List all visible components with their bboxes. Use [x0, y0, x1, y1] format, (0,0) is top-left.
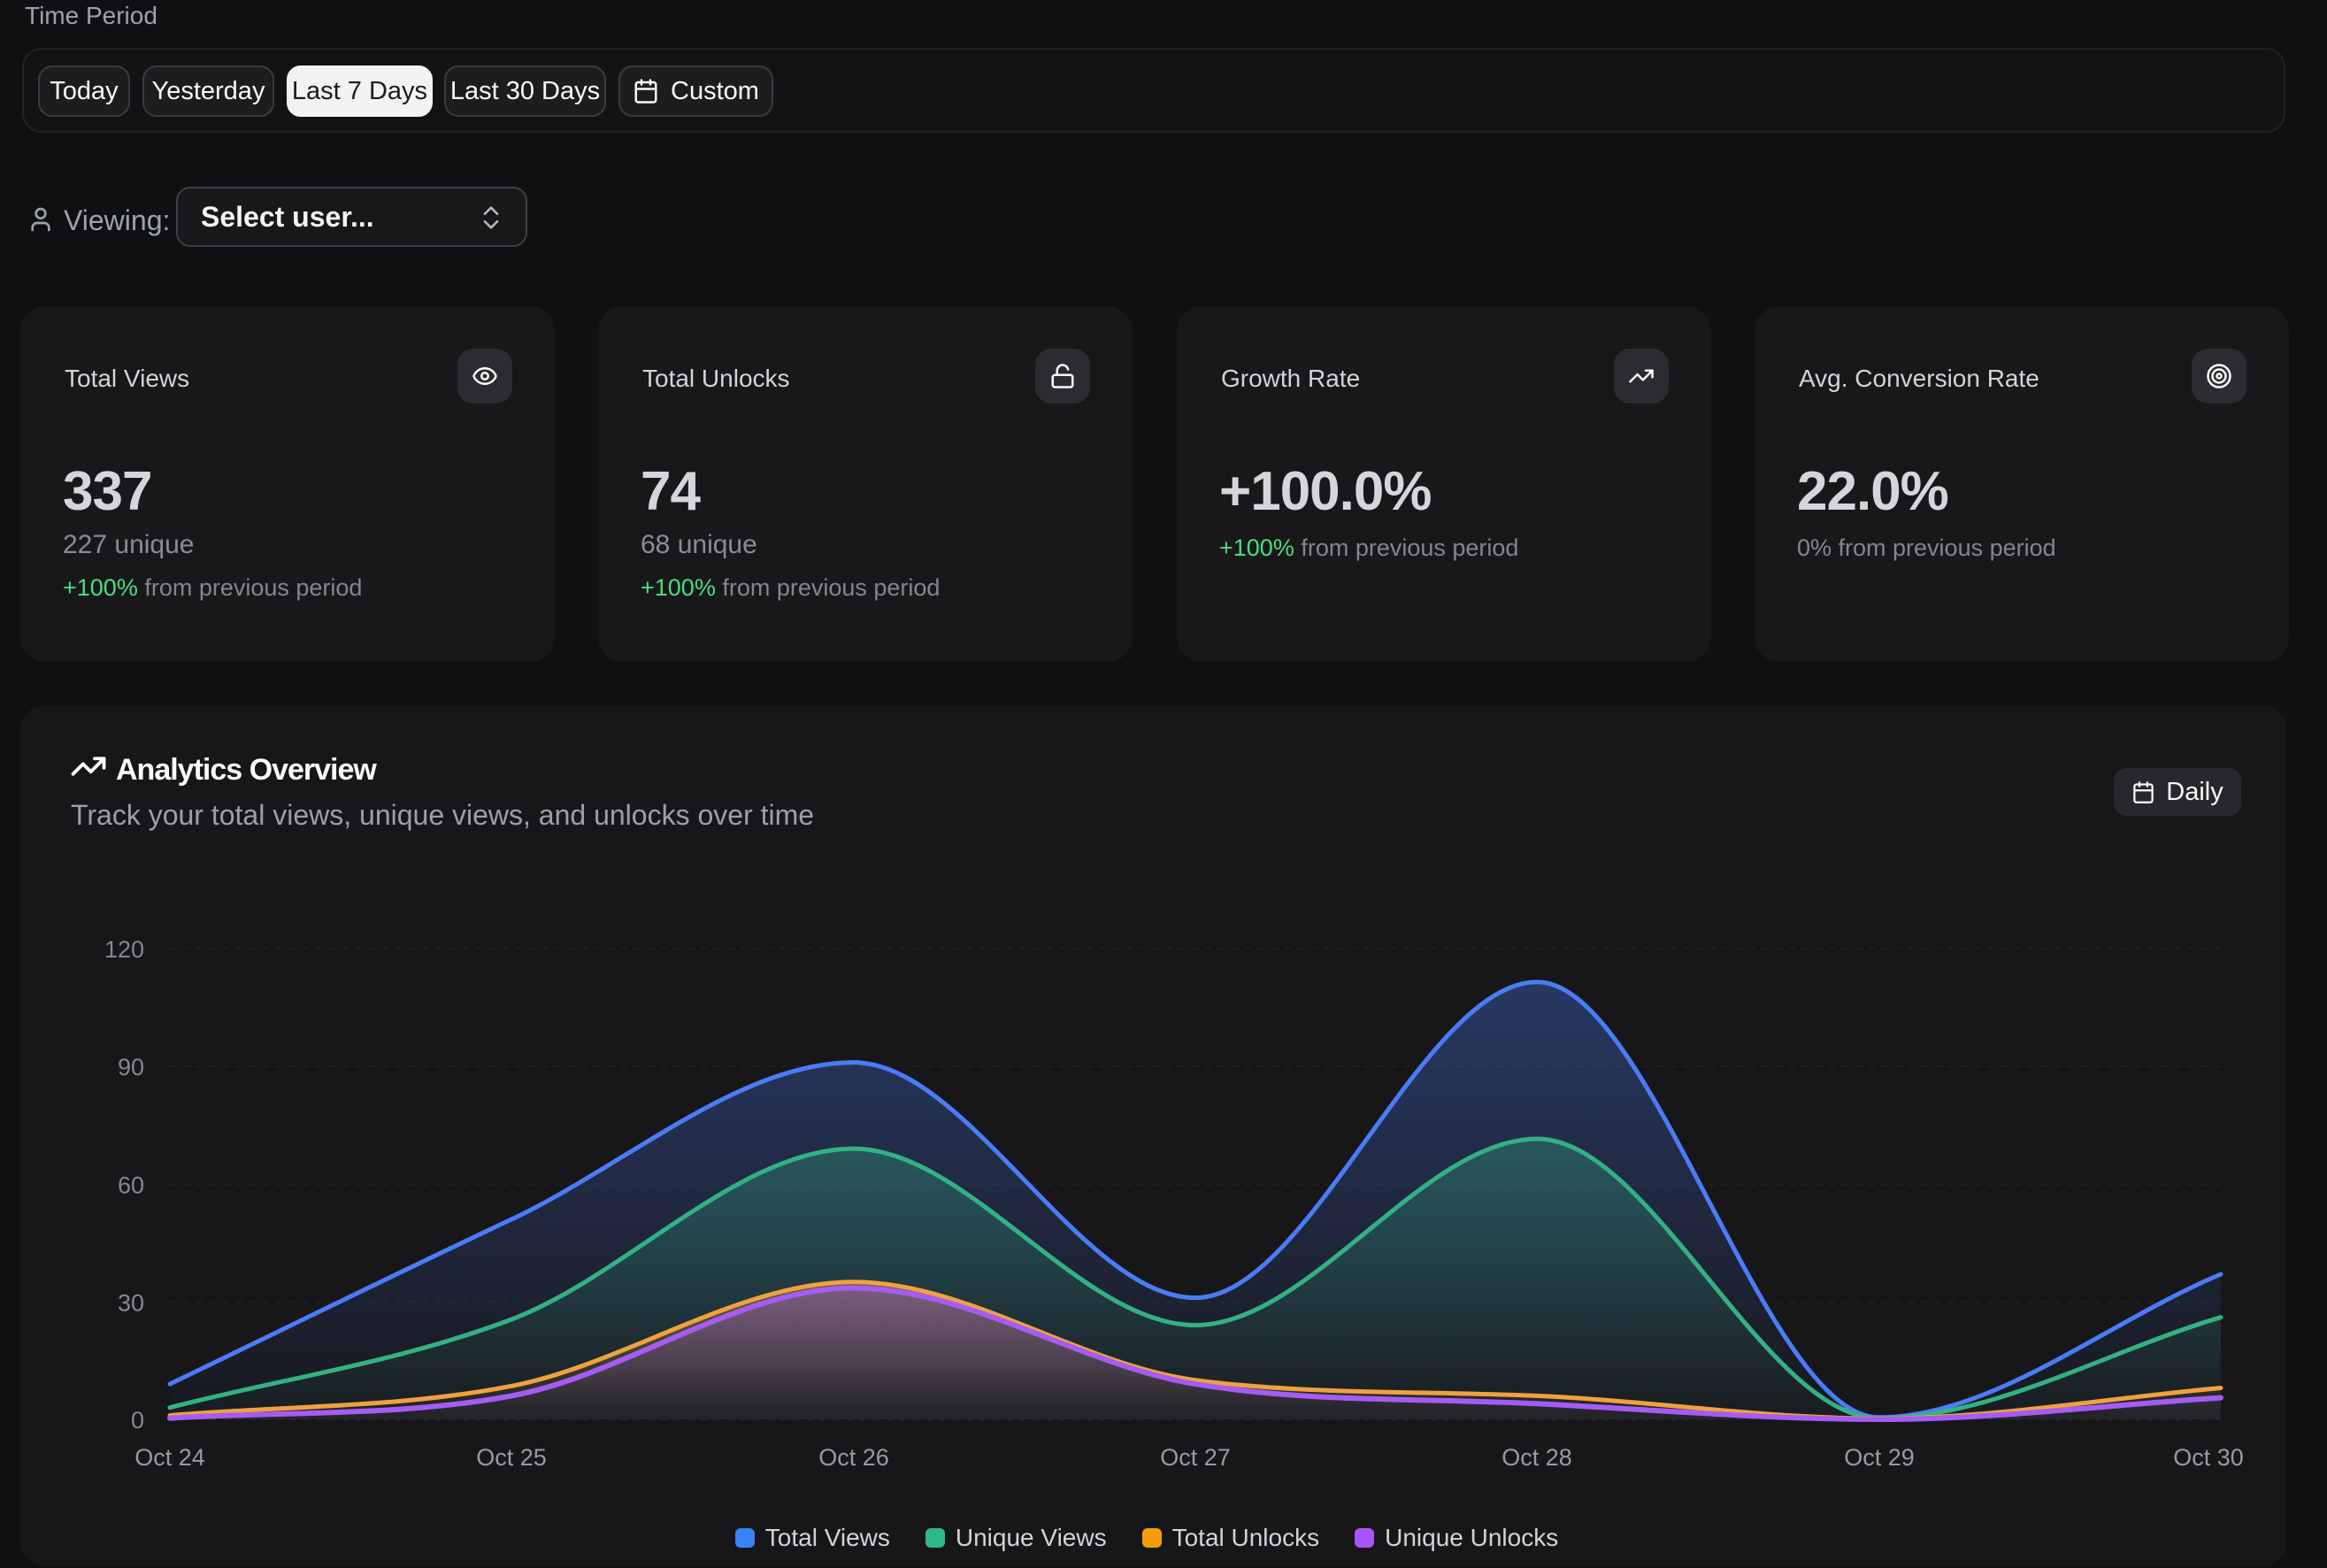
svg-text:0: 0: [131, 1407, 144, 1433]
svg-text:60: 60: [118, 1172, 144, 1199]
svg-text:Oct 27: Oct 27: [1160, 1444, 1231, 1471]
svg-text:Oct 30: Oct 30: [2173, 1444, 2244, 1471]
svg-text:120: 120: [104, 936, 144, 963]
svg-text:30: 30: [118, 1290, 144, 1317]
svg-text:Oct 25: Oct 25: [476, 1444, 547, 1471]
svg-text:90: 90: [118, 1054, 144, 1080]
svg-text:Oct 24: Oct 24: [134, 1444, 205, 1471]
svg-text:Oct 28: Oct 28: [1501, 1444, 1572, 1471]
svg-text:Oct 26: Oct 26: [818, 1444, 889, 1471]
svg-text:Oct 29: Oct 29: [1844, 1444, 1915, 1471]
